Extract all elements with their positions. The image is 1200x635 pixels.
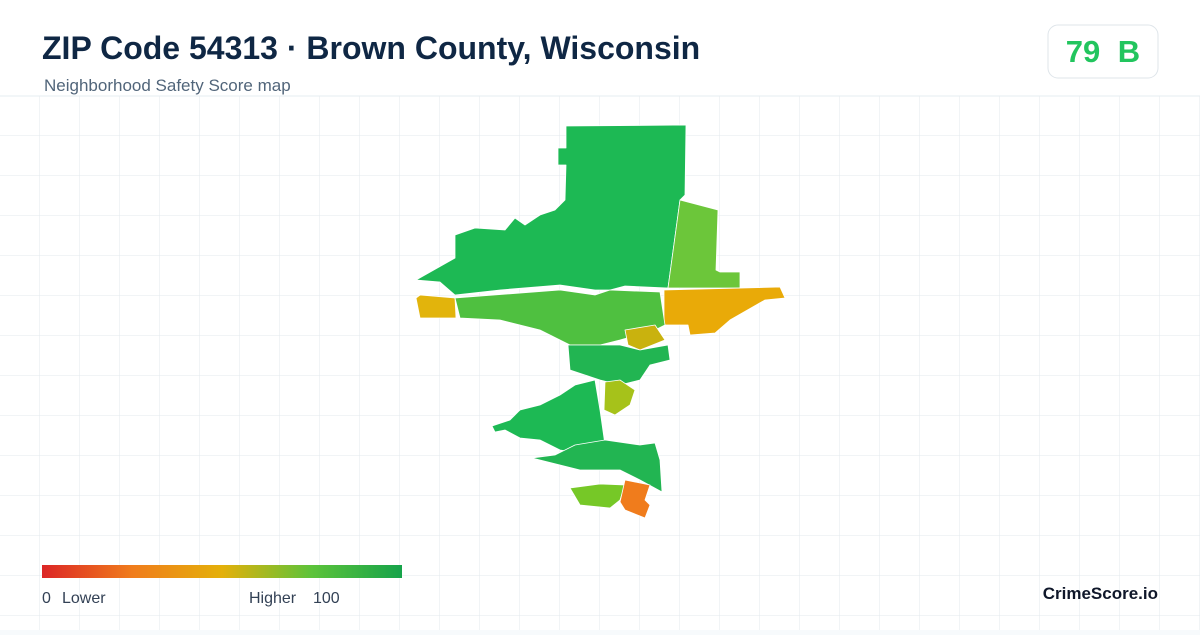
region xyxy=(663,286,786,336)
map xyxy=(415,124,786,519)
legend-min: 0 xyxy=(42,590,51,607)
grade: B xyxy=(1118,34,1140,69)
title: ZIP Code 54313 · Brown County, Wisconsin xyxy=(42,30,700,66)
legend-max: 100 xyxy=(313,590,340,607)
region xyxy=(567,344,671,386)
region xyxy=(619,479,651,519)
legend-max-label: Higher xyxy=(249,590,297,607)
region xyxy=(603,379,636,416)
legend-bar xyxy=(42,565,402,578)
region xyxy=(624,324,666,351)
score-badge xyxy=(1047,24,1159,79)
region xyxy=(415,294,457,319)
region xyxy=(667,199,741,289)
region xyxy=(531,439,663,493)
region xyxy=(569,483,626,509)
score: 79 xyxy=(1066,34,1100,69)
legend-min-label: Lower xyxy=(62,590,106,607)
brand: CrimeScore.io xyxy=(1043,584,1158,603)
region xyxy=(415,124,687,296)
subtitle: Neighborhood Safety Score map xyxy=(44,76,291,95)
